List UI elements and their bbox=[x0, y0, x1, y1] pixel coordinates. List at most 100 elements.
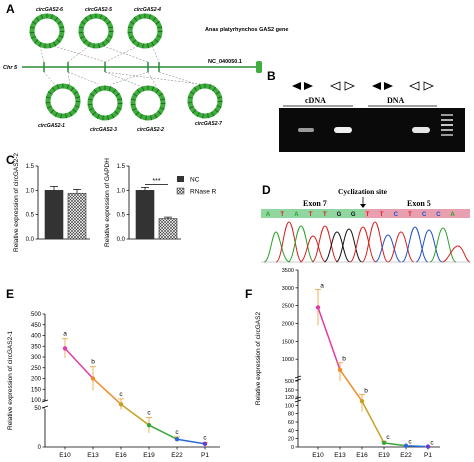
significance-letter: c bbox=[203, 434, 207, 441]
y-tick-label: 1.5 bbox=[117, 164, 126, 170]
chr-label: Chr 5 bbox=[3, 65, 18, 71]
exon-5-label: Exon 5 bbox=[407, 199, 431, 208]
sequence-base: A bbox=[450, 212, 455, 218]
y-axis-label: Relative expression of circGAS2-1 bbox=[7, 331, 14, 430]
significance-letter: a bbox=[63, 331, 67, 338]
sequence-base: C bbox=[394, 212, 399, 218]
circle-circGAS2-5 bbox=[78, 13, 114, 49]
chart-e: 0 50 100 150 200 250 300 350 400 450 500 Relative e… bbox=[7, 312, 220, 459]
x-tick-label: P1 bbox=[424, 452, 432, 459]
cyclization-site-label: Cyclization site bbox=[338, 187, 388, 196]
series-line bbox=[339, 369, 363, 402]
axis-break bbox=[41, 399, 49, 409]
significance-letter: a bbox=[320, 283, 324, 290]
chart-c-left: 0.0 0.5 1.0 1.5 Relative expression of circG… bbox=[13, 153, 90, 252]
panel-label-b: B bbox=[267, 69, 276, 83]
circle-circGAS2-6 bbox=[29, 13, 65, 49]
significance-letter: c bbox=[119, 391, 123, 398]
sequence-base: T bbox=[380, 212, 384, 218]
panel-label-d: D bbox=[262, 183, 271, 197]
data-point bbox=[315, 305, 321, 310]
y-tick-label: 0.5 bbox=[117, 213, 126, 219]
y-tick-label: 80 bbox=[288, 412, 294, 418]
y-tick-label: 500 bbox=[285, 379, 294, 385]
bar bbox=[158, 218, 178, 240]
legend-label-nc: NC bbox=[190, 177, 200, 184]
significance-letter: c bbox=[175, 429, 179, 436]
label-circGAS2-5: circGAS2-5 bbox=[85, 7, 112, 13]
divergent-primers-icon bbox=[409, 81, 434, 91]
data-point bbox=[359, 398, 365, 404]
x-tick-label: E10 bbox=[59, 452, 71, 459]
series-line bbox=[148, 424, 178, 440]
gene-end-block bbox=[256, 61, 262, 73]
y-tick-label: 20 bbox=[288, 437, 294, 443]
data-point bbox=[118, 402, 124, 407]
y-tick-label: 3500 bbox=[282, 268, 294, 274]
x-tick-label: P1 bbox=[201, 452, 209, 459]
y-tick-label: 3000 bbox=[282, 286, 294, 292]
data-point bbox=[425, 444, 431, 449]
exon-marks bbox=[43, 62, 160, 72]
chart-c-right: 0.0 0.5 1.0 1.5 Relative expression of GAPDH… bbox=[104, 158, 181, 247]
sequence-base: T bbox=[323, 212, 327, 218]
y-tick-label: 1.0 bbox=[26, 188, 35, 194]
data-point bbox=[403, 443, 409, 448]
significance-letter: c bbox=[386, 434, 390, 441]
significance-letter: b bbox=[91, 359, 95, 366]
y-tick-label: 250 bbox=[31, 366, 42, 372]
significance-letter: c bbox=[430, 439, 434, 446]
legend-label-rnase: RNase R bbox=[190, 189, 217, 196]
data-point bbox=[381, 440, 387, 446]
axis-break bbox=[294, 396, 302, 403]
exon-7-label: Exon 7 bbox=[303, 199, 327, 208]
series-line bbox=[64, 347, 94, 380]
y-tick-label: 50 bbox=[34, 406, 41, 412]
y-tick-label: 0.0 bbox=[117, 237, 126, 243]
significance-letter: c bbox=[147, 409, 151, 416]
exon-7-sequence-bar bbox=[261, 209, 365, 218]
significance-letter: c bbox=[408, 438, 412, 445]
y-tick-label: 60 bbox=[288, 420, 294, 426]
bar bbox=[67, 192, 87, 240]
sequence-base: A bbox=[266, 212, 271, 218]
y-tick-label: 120 bbox=[285, 395, 294, 401]
series-line bbox=[317, 307, 341, 371]
circle-circGAS2-3 bbox=[87, 85, 123, 121]
data-point bbox=[202, 441, 208, 447]
y-axis-label: Relative expression of circGAS2 bbox=[255, 312, 262, 406]
y-tick-label: 500 bbox=[31, 312, 42, 318]
significance-letter: b bbox=[364, 387, 368, 394]
series-line bbox=[361, 400, 385, 444]
data-point bbox=[337, 367, 343, 373]
y-tick-label: 150 bbox=[31, 387, 42, 393]
divergent-primers-icon bbox=[330, 81, 355, 91]
label-circGAS2-4: circGAS2-4 bbox=[134, 7, 161, 13]
legend-c: NC RNase R bbox=[176, 176, 217, 196]
sequence-base: G bbox=[351, 212, 356, 218]
y-tick-label: 400 bbox=[31, 334, 42, 340]
sequence-base: C bbox=[436, 212, 441, 218]
sequence-base: T bbox=[280, 212, 284, 218]
x-tick-label: E16 bbox=[356, 452, 368, 459]
x-tick-label: E22 bbox=[171, 452, 183, 459]
circle-circGAS2-7 bbox=[187, 83, 223, 119]
y-axis-label: Relative expression of circGAS2-2 bbox=[13, 153, 20, 252]
legend-swatch-rnase bbox=[176, 187, 185, 195]
convergent-primers-icon bbox=[292, 82, 313, 90]
series-line bbox=[405, 445, 429, 448]
y-tick-label: 40 bbox=[288, 428, 294, 434]
gel-bands bbox=[298, 114, 453, 136]
significance-label: *** bbox=[152, 178, 160, 185]
y-tick-label: 200 bbox=[31, 377, 42, 383]
exon-5-sequence-bar bbox=[365, 209, 470, 218]
y-axis-label: Relative expression of GAPDH bbox=[104, 158, 111, 247]
label-circGAS2-7: circGAS2-7 bbox=[195, 121, 222, 127]
x-tick-label: E13 bbox=[87, 452, 99, 459]
x-tick-label: E19 bbox=[378, 452, 390, 459]
x-tick-label: E22 bbox=[400, 452, 412, 459]
sequence-base: C bbox=[422, 212, 427, 218]
y-tick-label: 1.0 bbox=[117, 188, 126, 194]
